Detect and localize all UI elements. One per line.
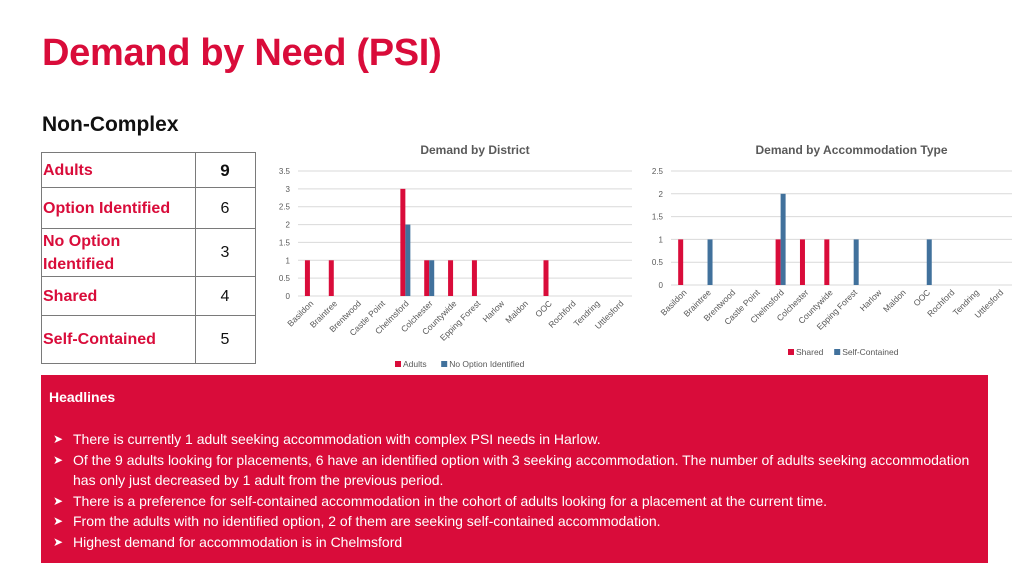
bar-adults — [400, 188, 406, 296]
y-tick-label: 3.5 — [279, 167, 291, 176]
legend-label: Shared — [796, 347, 824, 357]
bar-shared — [775, 239, 781, 285]
headlines-panel: Headlines ➤ There is currently 1 adult se… — [41, 375, 988, 563]
table-row: No Option Identified 3 — [41, 228, 256, 277]
bar-shared — [824, 239, 830, 285]
y-tick-label: 1.5 — [279, 238, 291, 247]
y-tick-label: 1 — [286, 256, 291, 265]
headline-text: There is currently 1 adult seeking accom… — [73, 431, 601, 447]
y-tick-label: 0 — [659, 281, 664, 290]
legend-swatch — [395, 361, 401, 367]
table-row: Shared 4 — [41, 276, 256, 316]
legend-swatch — [788, 349, 794, 355]
legend-swatch — [834, 349, 841, 355]
bar-no-option-identified — [429, 260, 435, 296]
headlines-list: ➤ There is currently 1 adult seeking acco… — [49, 429, 980, 552]
list-item: ➤ There is currently 1 adult seeking acco… — [49, 429, 980, 450]
y-tick-label: 2 — [286, 221, 291, 230]
y-tick-label: 0.5 — [652, 258, 664, 267]
legend-swatch — [441, 361, 448, 367]
table-row: Option Identified 6 — [41, 187, 256, 229]
table-row: Adults 9 — [41, 152, 256, 188]
bar-self-contained — [707, 239, 713, 285]
chart-title: Demand by Accommodation Type — [755, 143, 947, 157]
no-option-identified-value: 3 — [195, 228, 256, 277]
bar-self-contained — [926, 239, 932, 285]
adults-value: 9 — [195, 152, 256, 188]
shared-label: Shared — [41, 276, 196, 316]
y-tick-label: 1.5 — [652, 213, 664, 222]
list-item: ➤ Of the 9 adults looking for placements,… — [49, 450, 980, 491]
x-tick-label: Rochford — [925, 287, 957, 319]
shared-value: 4 — [195, 276, 256, 316]
list-item: ➤ There is a preference for self-containe… — [49, 491, 980, 512]
table-row: Self-Contained 5 — [41, 315, 256, 364]
arrow-bullet-icon: ➤ — [53, 493, 64, 508]
adults-label: Adults — [41, 152, 196, 188]
arrow-bullet-icon: ➤ — [53, 514, 64, 528]
y-tick-label: 2.5 — [279, 203, 291, 212]
bar-self-contained — [780, 193, 786, 285]
headline-text: From the adults with no identified optio… — [73, 513, 661, 529]
y-tick-label: 2 — [659, 190, 664, 199]
bar-no-option-identified — [405, 224, 411, 296]
self-contained-value: 5 — [195, 315, 256, 364]
page-title: Demand by Need (PSI) — [42, 32, 442, 74]
headline-text: Highest demand for accommodation is in C… — [73, 533, 403, 550]
legend-label: Self-Contained — [842, 347, 899, 357]
arrow-bullet-icon: ➤ — [53, 534, 64, 549]
y-tick-label: 0 — [286, 292, 291, 301]
list-item: ➤ Highest demand for accommodation is in … — [49, 532, 980, 553]
headline-text: Of the 9 adults looking for placements, … — [73, 451, 970, 489]
district-chart: Demand by District00.511.522.533.5Basild… — [279, 143, 632, 369]
y-tick-label: 2.5 — [652, 167, 664, 176]
x-tick-label: Maldon — [503, 298, 530, 325]
bar-adults — [328, 260, 334, 296]
y-tick-label: 1 — [659, 235, 664, 244]
bar-adults — [471, 260, 477, 296]
option-identified-value: 6 — [195, 187, 256, 229]
chart-title: Demand by District — [420, 143, 529, 157]
x-tick-label: Harlow — [480, 298, 506, 324]
self-contained-label: Self-Contained — [41, 315, 196, 364]
y-tick-label: 3 — [286, 185, 291, 194]
bar-shared — [799, 239, 805, 285]
x-tick-label: Maldon — [881, 287, 908, 314]
x-tick-label: OOC — [911, 287, 932, 308]
list-item: ➤ From the adults with no identified opti… — [49, 511, 980, 532]
bar-self-contained — [853, 239, 859, 285]
summary-table: Adults 9 Option Identified 6 No Option I… — [41, 152, 256, 364]
x-tick-label: OOC — [533, 298, 554, 319]
bar-adults — [543, 260, 549, 296]
bar-shared — [678, 239, 684, 285]
bar-adults — [448, 260, 454, 296]
bar-adults — [304, 260, 310, 296]
legend-label: Adults — [403, 359, 427, 369]
arrow-bullet-icon: ➤ — [53, 432, 64, 446]
arrow-bullet-icon: ➤ — [53, 452, 64, 467]
x-tick-label: Harlow — [858, 287, 884, 313]
bar-adults — [424, 260, 430, 296]
section-subtitle: Non-Complex — [42, 113, 179, 136]
no-option-identified-label: No Option Identified — [41, 228, 196, 277]
y-tick-label: 0.5 — [279, 274, 291, 283]
legend-label: No Option Identified — [449, 359, 524, 369]
option-identified-label: Option Identified — [41, 187, 196, 229]
headline-text: There is a preference for self-contained… — [73, 492, 828, 509]
headlines-title: Headlines — [49, 389, 116, 405]
accommodation-type-chart: Demand by Accommodation Type 0 0.5 1 1.5 2 2.5… — [652, 143, 1012, 357]
